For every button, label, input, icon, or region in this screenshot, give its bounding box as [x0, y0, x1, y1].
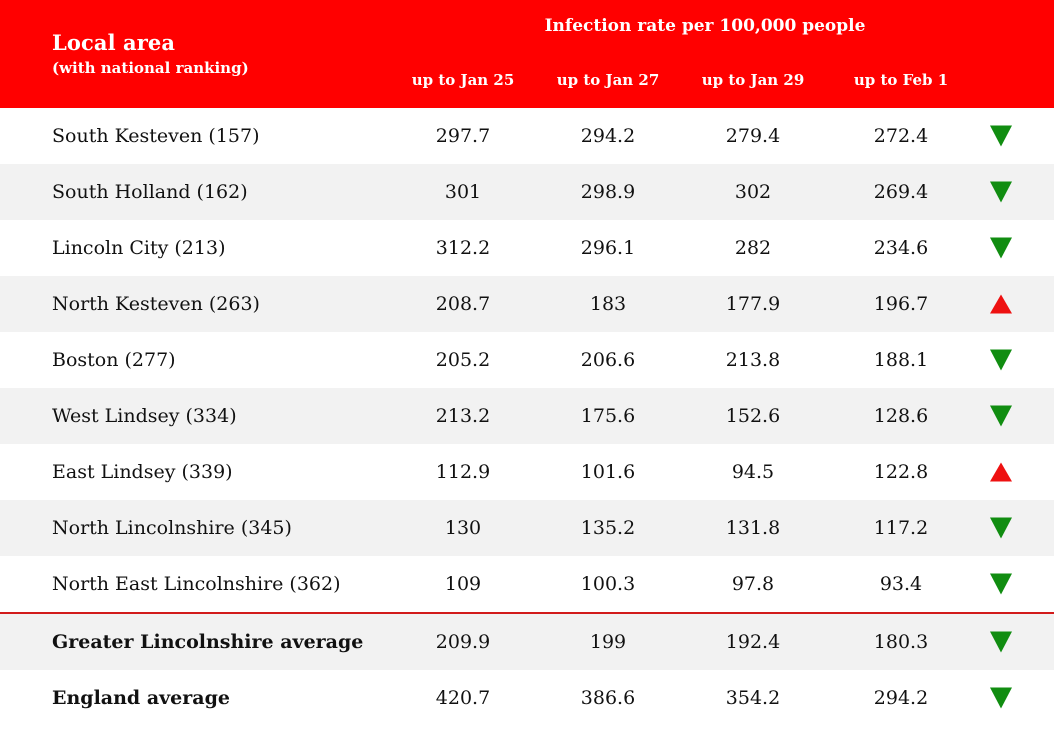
rate-value: 130 [444, 517, 482, 539]
rate-value: 117.2 [873, 517, 929, 539]
area-name: North Lincolnshire (345) [52, 517, 292, 539]
rate-value: 152.6 [725, 405, 781, 427]
rate-value: 128.6 [873, 405, 929, 427]
rate-value: 208.7 [435, 293, 491, 315]
summary-area-name: Greater Lincolnshire average [52, 631, 364, 653]
table-row: Lincoln City (213) 312.2 296.1 282 234.6 [0, 220, 1054, 276]
table-row: North Lincolnshire (345) 130 135.2 131.8 117… [0, 500, 1054, 556]
rate-value: 354.2 [725, 687, 781, 709]
rate-value: 213.2 [435, 405, 491, 427]
rate-value: 175.6 [580, 405, 636, 427]
trend-down-icon [990, 687, 1012, 709]
rate-value: 209.9 [435, 631, 491, 653]
trend-down-icon [990, 573, 1012, 595]
table-row: South Holland (162) 301 298.9 302 269.4 [0, 164, 1054, 220]
summary-row: Greater Lincolnshire average 209.9 199 192.… [0, 612, 1054, 670]
trend-up-icon [990, 462, 1012, 482]
rate-value: 294.2 [580, 125, 636, 147]
rate-value: 269.4 [873, 181, 929, 203]
infection-rate-heading: Infection rate per 100,000 people [544, 16, 866, 36]
trend-down-icon [990, 517, 1012, 539]
rate-value: 97.8 [731, 573, 775, 595]
rate-value: 109 [444, 573, 482, 595]
rate-value: 177.9 [725, 293, 781, 315]
trend-down-icon [990, 181, 1012, 203]
area-name: South Kesteven (157) [52, 125, 260, 147]
trend-up-icon [990, 294, 1012, 314]
table-row: West Lindsey (334) 213.2 175.6 152.6 128.6 [0, 388, 1054, 444]
rate-value: 131.8 [725, 517, 781, 539]
column-header-jan-29: up to Jan 29 [701, 71, 805, 89]
rate-value: 93.4 [879, 573, 923, 595]
rate-value: 297.7 [435, 125, 491, 147]
rate-value: 282 [734, 237, 772, 259]
rate-value: 100.3 [580, 573, 636, 595]
area-name: Lincoln City (213) [52, 237, 226, 259]
table-row: Boston (277) 205.2 206.6 213.8 188.1 [0, 332, 1054, 388]
rate-value: 192.4 [725, 631, 781, 653]
summary-row: England average 420.7 386.6 354.2 294.2 [0, 670, 1054, 726]
rate-value: 205.2 [435, 349, 491, 371]
area-name: South Holland (162) [52, 181, 248, 203]
ranking-note: (with national ranking) [52, 59, 249, 77]
area-name: North Kesteven (263) [52, 293, 260, 315]
local-area-heading: Local area [52, 30, 176, 55]
rate-value: 180.3 [873, 631, 929, 653]
rate-value: 301 [444, 181, 482, 203]
rate-value: 294.2 [873, 687, 929, 709]
rate-value: 206.6 [580, 349, 636, 371]
area-name: North East Lincolnshire (362) [52, 573, 341, 595]
trend-down-icon [990, 349, 1012, 371]
table-row: South Kesteven (157) 297.7 294.2 279.4 272.4 [0, 108, 1054, 164]
rate-value: 112.9 [435, 461, 491, 483]
rate-value: 101.6 [580, 461, 636, 483]
table-body: South Kesteven (157) 297.7 294.2 279.4 272.4… [0, 108, 1054, 726]
column-header-jan-27: up to Jan 27 [556, 71, 660, 89]
rate-value: 312.2 [435, 237, 491, 259]
trend-down-icon [990, 631, 1012, 653]
area-name: Boston (277) [52, 349, 176, 371]
rate-value: 122.8 [873, 461, 929, 483]
rate-value: 234.6 [873, 237, 929, 259]
area-name: East Lindsey (339) [52, 461, 233, 483]
trend-down-icon [990, 405, 1012, 427]
rate-value: 94.5 [731, 461, 775, 483]
rate-value: 302 [734, 181, 772, 203]
area-name: West Lindsey (334) [52, 405, 237, 427]
rate-value: 183 [589, 293, 627, 315]
table-row: North East Lincolnshire (362) 109 100.3 97.… [0, 556, 1054, 612]
rate-value: 199 [589, 631, 627, 653]
rate-value: 298.9 [580, 181, 636, 203]
table-row: North Kesteven (263) 208.7 183 177.9 196.7 [0, 276, 1054, 332]
rate-value: 196.7 [873, 293, 929, 315]
rate-value: 279.4 [725, 125, 781, 147]
summary-area-name: England average [52, 687, 230, 709]
trend-down-icon [990, 237, 1012, 259]
table-row: East Lindsey (339) 112.9 101.6 94.5 122.8 [0, 444, 1054, 500]
column-header-feb-1: up to Feb 1 [853, 71, 949, 89]
table-header: Local area (with national ranking) Infec… [0, 0, 1054, 108]
rate-value: 420.7 [435, 687, 491, 709]
rate-value: 135.2 [580, 517, 636, 539]
rate-value: 188.1 [873, 349, 929, 371]
rate-value: 213.8 [725, 349, 781, 371]
trend-down-icon [990, 125, 1012, 147]
rate-value: 386.6 [580, 687, 636, 709]
rate-value: 296.1 [580, 237, 636, 259]
column-header-jan-25: up to Jan 25 [411, 71, 515, 89]
rate-value: 272.4 [873, 125, 929, 147]
